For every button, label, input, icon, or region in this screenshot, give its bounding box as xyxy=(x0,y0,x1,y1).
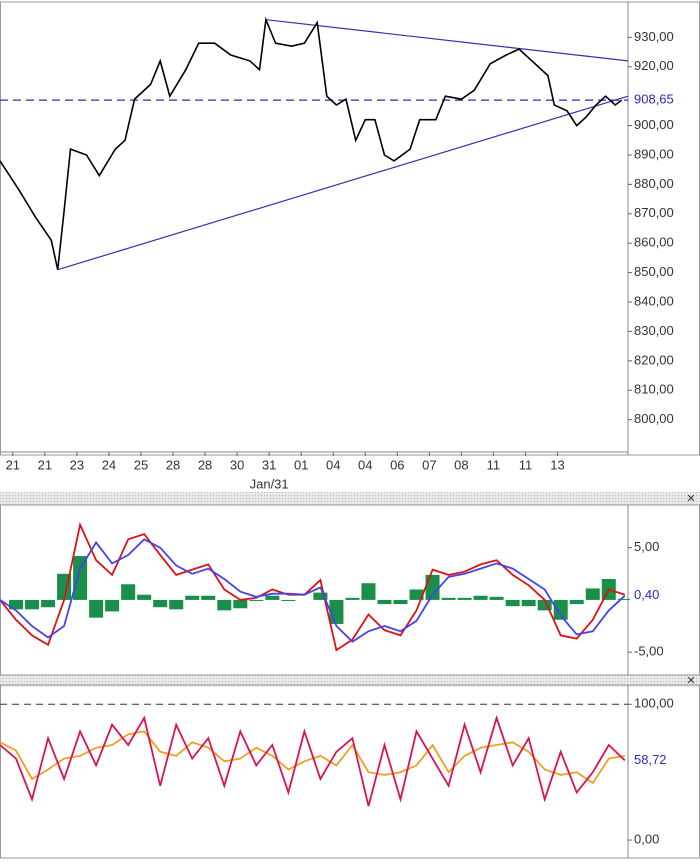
value-box xyxy=(630,587,682,604)
histogram-bar xyxy=(393,599,408,605)
histogram-bar xyxy=(313,592,328,600)
histogram-bar xyxy=(185,595,200,600)
histogram-bar xyxy=(457,597,472,600)
histogram-bar xyxy=(473,595,488,600)
x-tick-label: 04 xyxy=(326,457,340,472)
histogram-bar xyxy=(265,595,280,600)
x-tick-label: 25 xyxy=(134,457,148,472)
x-tick-label: 28 xyxy=(198,457,212,472)
histogram-bar xyxy=(249,599,264,601)
price-line xyxy=(0,16,623,270)
histogram-bar xyxy=(617,598,632,600)
histogram-bar xyxy=(585,588,600,600)
close-icon[interactable]: ✕ xyxy=(686,493,695,505)
x-tick-label: 01 xyxy=(294,457,308,472)
indicator-line xyxy=(0,714,626,807)
histogram-bar xyxy=(441,597,456,600)
x-tick-label: 04 xyxy=(358,457,372,472)
y-tick-label: 860,00 xyxy=(634,235,674,250)
y-tick-label: 820,00 xyxy=(634,352,674,367)
histogram-bar xyxy=(89,599,104,618)
current-value-label: 58,72 xyxy=(634,752,667,767)
x-tick-label: 11 xyxy=(487,457,501,472)
histogram-bar xyxy=(553,599,568,620)
y-tick-label: 920,00 xyxy=(634,58,674,73)
histogram-bar xyxy=(153,599,168,608)
y-tick-label: 880,00 xyxy=(634,176,674,191)
indicator-line xyxy=(0,521,626,652)
y-tick-label: 5,00 xyxy=(634,539,659,554)
histogram-bar xyxy=(409,589,424,600)
histogram-bar xyxy=(137,594,152,600)
histogram-bar xyxy=(281,599,296,601)
close-icon[interactable]: ✕ xyxy=(686,675,695,687)
x-tick-label: 23 xyxy=(70,457,84,472)
histogram-bar xyxy=(201,595,216,600)
trendline xyxy=(57,95,629,271)
trendline xyxy=(265,19,629,62)
y-tick-label: 810,00 xyxy=(634,382,674,397)
x-tick-label: 30 xyxy=(230,457,244,472)
histogram-bar xyxy=(121,584,136,600)
y-tick-label: 890,00 xyxy=(634,146,674,161)
x-sublabel: Jan/31 xyxy=(250,476,289,491)
histogram-bar xyxy=(377,599,392,605)
x-tick-label: 31 xyxy=(262,457,276,472)
x-tick-label: 21 xyxy=(38,457,52,472)
x-tick-label: 07 xyxy=(422,457,436,472)
panel-splitter[interactable] xyxy=(0,492,700,505)
y-tick-label: 800,00 xyxy=(634,411,674,426)
value-box xyxy=(630,92,682,109)
x-tick-label: 24 xyxy=(102,457,116,472)
x-tick-label: 11 xyxy=(519,457,533,472)
y-tick-label: 830,00 xyxy=(634,323,674,338)
y-tick-label: 870,00 xyxy=(634,205,674,220)
histogram-bar xyxy=(521,599,536,607)
histogram-bar xyxy=(425,574,440,600)
value-box xyxy=(630,752,682,769)
x-tick-label: 08 xyxy=(454,457,468,472)
current-value-label: 0,40 xyxy=(634,587,659,602)
y-tick-label: 930,00 xyxy=(634,29,674,44)
histogram-bar xyxy=(489,596,504,600)
histogram-bar xyxy=(345,597,360,600)
panel-splitter[interactable] xyxy=(0,675,700,687)
x-tick-label: 21 xyxy=(6,457,20,472)
histogram-bar xyxy=(217,599,232,611)
histogram-bar xyxy=(25,599,40,610)
y-tick-label: 840,00 xyxy=(634,293,674,308)
indicator-line xyxy=(0,538,626,643)
histogram-bar xyxy=(233,599,248,609)
x-tick-label: 06 xyxy=(390,457,404,472)
histogram-bar xyxy=(169,599,184,610)
histogram-bar xyxy=(361,583,376,600)
histogram-bar xyxy=(73,556,88,600)
histogram-bar xyxy=(9,599,24,610)
y-tick-label: 100,00 xyxy=(634,696,674,711)
current-value-label: 908,65 xyxy=(634,92,674,107)
y-tick-label: 0,00 xyxy=(634,832,659,847)
histogram-bar xyxy=(41,599,56,608)
histogram-bar xyxy=(505,599,520,607)
histogram-bar xyxy=(569,599,584,605)
y-tick-label: -5,00 xyxy=(634,644,664,659)
x-tick-label: 13 xyxy=(550,457,564,472)
histogram-bar xyxy=(537,599,552,611)
x-tick-label: 28 xyxy=(166,457,180,472)
y-tick-label: 900,00 xyxy=(634,117,674,132)
y-tick-label: 850,00 xyxy=(634,264,674,279)
histogram-bar xyxy=(105,599,120,612)
